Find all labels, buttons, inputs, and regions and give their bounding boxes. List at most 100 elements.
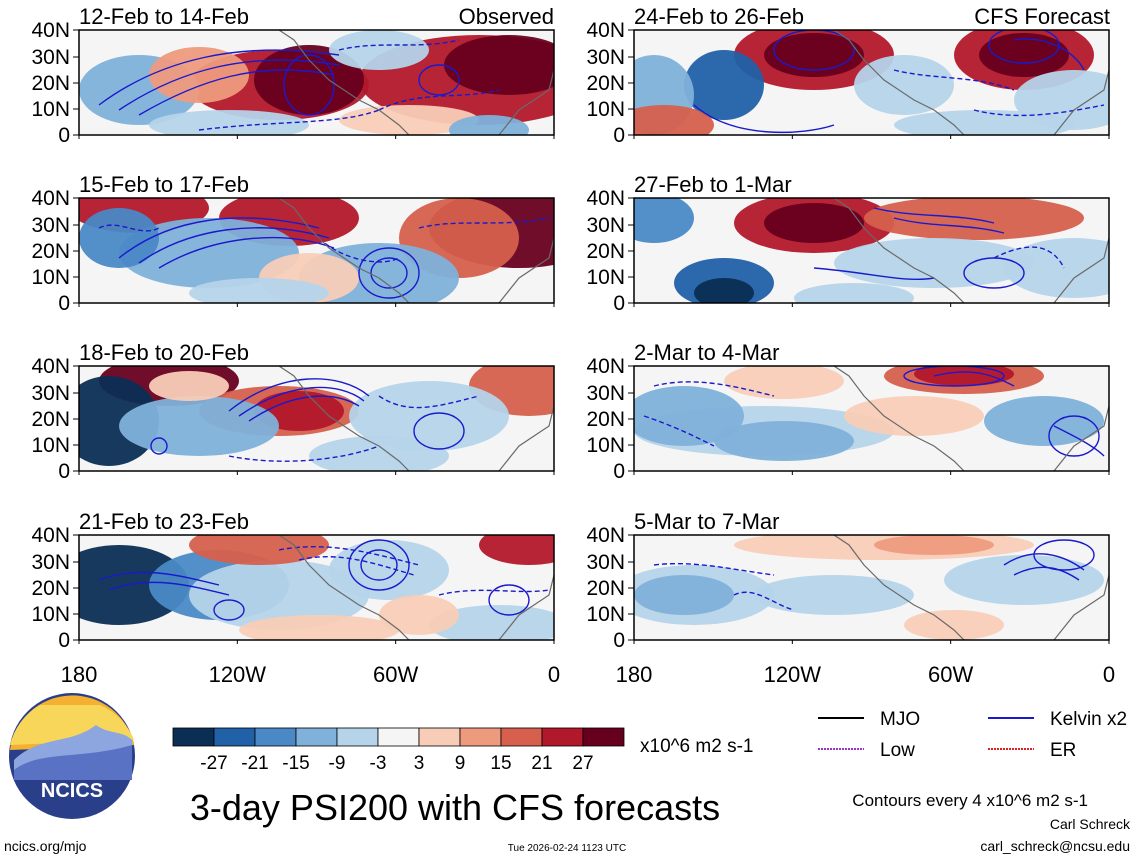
- kelvin-contour: [1048, 415, 1100, 457]
- y-tick-label: 40N: [586, 524, 625, 547]
- y-tick-label: 20N: [586, 577, 625, 600]
- kelvin-contour: [348, 539, 410, 591]
- shading-blob: [979, 33, 1069, 77]
- kelvin-contour: [903, 366, 1005, 387]
- x-tick-label: 120W: [209, 662, 267, 687]
- colorbar-swatch: [541, 727, 584, 747]
- shading-blob: [904, 610, 1004, 640]
- y-tick-label: 30N: [31, 46, 70, 69]
- y-tick-label: 10N: [31, 603, 70, 626]
- shading-blob: [119, 218, 299, 288]
- shading-blob: [764, 203, 864, 243]
- shading-blob: [189, 535, 329, 565]
- colorbar-label: -27: [200, 753, 227, 774]
- map-panel: [79, 30, 554, 135]
- y-tick-label: 0: [58, 292, 70, 315]
- shading-blob: [379, 595, 459, 635]
- y-tick-label: 0: [58, 460, 70, 483]
- author-text: Carl Schreck: [1050, 816, 1131, 832]
- coastline: [1053, 574, 1109, 640]
- kelvin-contour: [933, 371, 1015, 387]
- kelvin-contour: [228, 378, 370, 412]
- kelvin-contour: [338, 39, 460, 51]
- kelvin-contour: [150, 437, 168, 455]
- y-tick-label: 20N: [586, 240, 625, 263]
- kelvin-contour: [378, 395, 480, 409]
- logo-text: NCICS: [41, 780, 103, 802]
- kelvin-contour: [413, 412, 465, 450]
- coastline: [833, 366, 965, 471]
- coastline: [498, 69, 554, 135]
- kelvin-contour: [773, 30, 855, 71]
- contour-group: [653, 535, 1109, 640]
- coastline: [278, 535, 410, 640]
- shading-blob: [1004, 238, 1109, 298]
- y-tick-label: 0: [613, 124, 625, 147]
- kelvin-contour: [1033, 539, 1095, 571]
- shading-blob: [914, 366, 1014, 386]
- y-tick-label: 0: [58, 124, 70, 147]
- y-tick-label: 40N: [31, 355, 70, 378]
- kelvin-contour: [653, 562, 775, 576]
- y-tick-label: 10N: [31, 434, 70, 457]
- coastline: [1053, 237, 1109, 303]
- y-tick-label: 30N: [586, 551, 625, 574]
- kelvin-contour: [228, 445, 380, 462]
- colorbar-swatch: [582, 727, 625, 747]
- y-tick-label: 10N: [586, 266, 625, 289]
- map-panel: [79, 198, 554, 303]
- y-tick-label: 0: [613, 629, 625, 652]
- coastline: [833, 198, 965, 303]
- kelvin-contour: [158, 236, 335, 269]
- kelvin-contour: [418, 64, 460, 96]
- map-panel: [634, 198, 1109, 303]
- contour-group: [150, 366, 554, 471]
- y-tick-label: 20N: [586, 408, 625, 431]
- figure-title: 3-day PSI200 with CFS forecasts: [190, 787, 720, 828]
- shading-blob: [844, 396, 984, 436]
- x-tick-label: 180: [616, 662, 653, 687]
- y-tick-label: 30N: [586, 46, 625, 69]
- kelvin-contour: [973, 104, 1105, 117]
- shading-blob: [479, 535, 554, 565]
- coastline: [278, 366, 410, 471]
- colorbar-label: 9: [455, 753, 466, 774]
- legend-label: Kelvin x2: [1050, 709, 1127, 730]
- colorbar-label: 3: [414, 753, 425, 774]
- shading-blob: [189, 560, 369, 630]
- ncics-logo: [9, 693, 135, 819]
- kelvin-contour: [360, 549, 398, 581]
- x-tick-label: 0: [548, 662, 560, 687]
- shading-blob: [874, 535, 994, 555]
- shading-blob: [349, 381, 509, 451]
- colorbar-swatch: [377, 727, 420, 747]
- x-tick-label: 120W: [764, 662, 822, 687]
- y-tick-label: 40N: [586, 187, 625, 210]
- shading-blob: [239, 615, 399, 640]
- kelvin-contour: [238, 386, 365, 417]
- colorbar-label: 21: [531, 753, 552, 774]
- shading-blob: [119, 396, 279, 456]
- map-panel: [634, 535, 1109, 640]
- colorbar-label: -9: [329, 753, 346, 774]
- map-panel: [79, 366, 554, 471]
- kelvin-contour: [198, 109, 380, 131]
- kelvin-contour: [643, 415, 715, 447]
- coastline: [498, 237, 554, 303]
- shading-blob: [339, 105, 479, 135]
- legend-label: Low: [880, 740, 915, 761]
- panel-date-label: 27-Feb to 1-Mar: [634, 172, 792, 197]
- kelvin-contour: [378, 89, 500, 111]
- kelvin-contour: [298, 556, 415, 576]
- kelvin-contour: [653, 381, 775, 397]
- y-tick-label: 20N: [31, 240, 70, 263]
- shading-blob: [984, 396, 1104, 446]
- coastline: [498, 405, 554, 471]
- panel-date-label: 12-Feb to 14-Feb: [79, 4, 249, 29]
- colorbar-swatch: [459, 727, 502, 747]
- map-panel: [634, 366, 1109, 471]
- kelvin-contour: [283, 54, 335, 116]
- colorbar-label: 27: [572, 753, 593, 774]
- y-tick-label: 30N: [31, 382, 70, 405]
- panel-date-label: 15-Feb to 17-Feb: [79, 172, 249, 197]
